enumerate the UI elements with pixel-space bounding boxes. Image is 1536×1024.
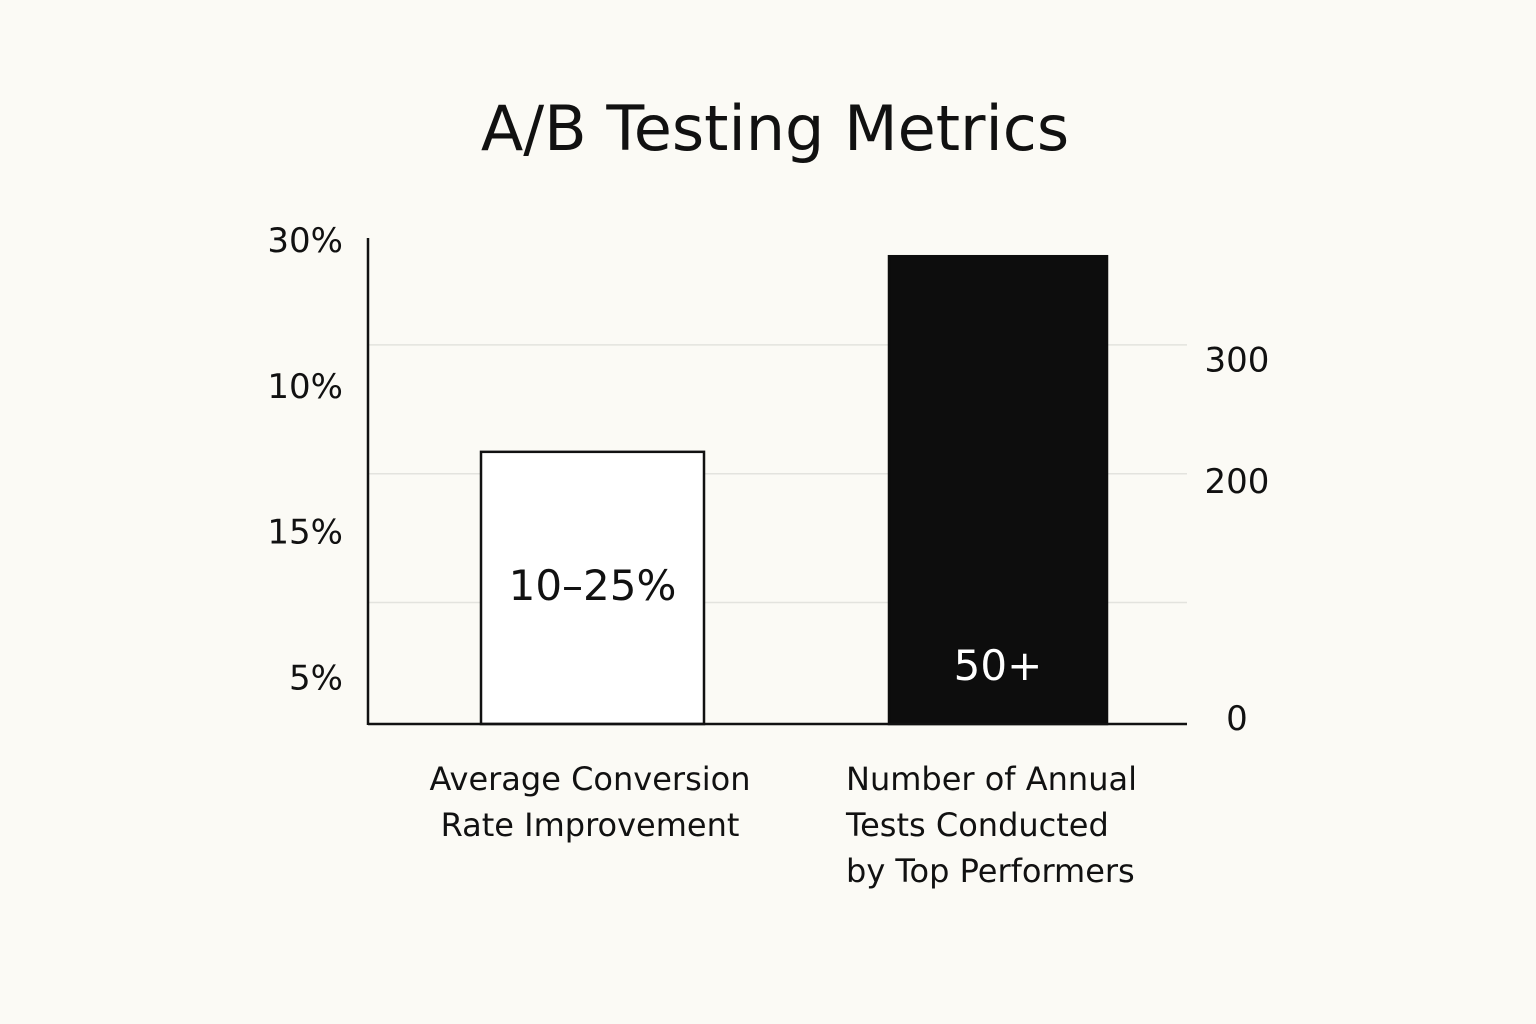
left-tick-label-2: 15%: [267, 513, 343, 553]
label-layer: 10–25% 50+ Average Conversion Rate Improvem…: [430, 561, 1137, 890]
bar-value-label-1: 50+: [954, 641, 1043, 690]
category-label-1-line-1: Tests Conducted: [845, 806, 1109, 844]
bar-value-label-0: 10–25%: [509, 561, 677, 610]
left-tick-label-0: 30%: [267, 221, 343, 261]
category-label-1: Number of Annual Tests Conducted by Top Pe…: [845, 760, 1137, 890]
bar-layer: [479, 254, 1109, 726]
chart-title: A/B Testing Metrics: [481, 92, 1069, 165]
axis-layer: [366, 238, 1187, 726]
left-tick-label-1: 10%: [267, 367, 343, 407]
right-tick-label-1: 200: [1205, 462, 1270, 502]
category-label-1-line-2: by Top Performers: [846, 852, 1135, 890]
category-label-0: Average Conversion Rate Improvement: [430, 760, 751, 844]
category-label-0-line-1: Rate Improvement: [441, 806, 740, 844]
bar-0: [479, 450, 706, 726]
left-tick-label-3: 5%: [289, 658, 343, 698]
bar-1: [887, 254, 1109, 726]
right-tick-label-0: 300: [1205, 341, 1270, 381]
tick-layer: 30% 10% 15% 5% 300 200 0: [267, 221, 1269, 739]
category-label-1-line-0: Number of Annual: [846, 760, 1137, 798]
right-tick-label-2: 0: [1226, 699, 1248, 739]
category-label-0-line-0: Average Conversion: [430, 760, 751, 798]
